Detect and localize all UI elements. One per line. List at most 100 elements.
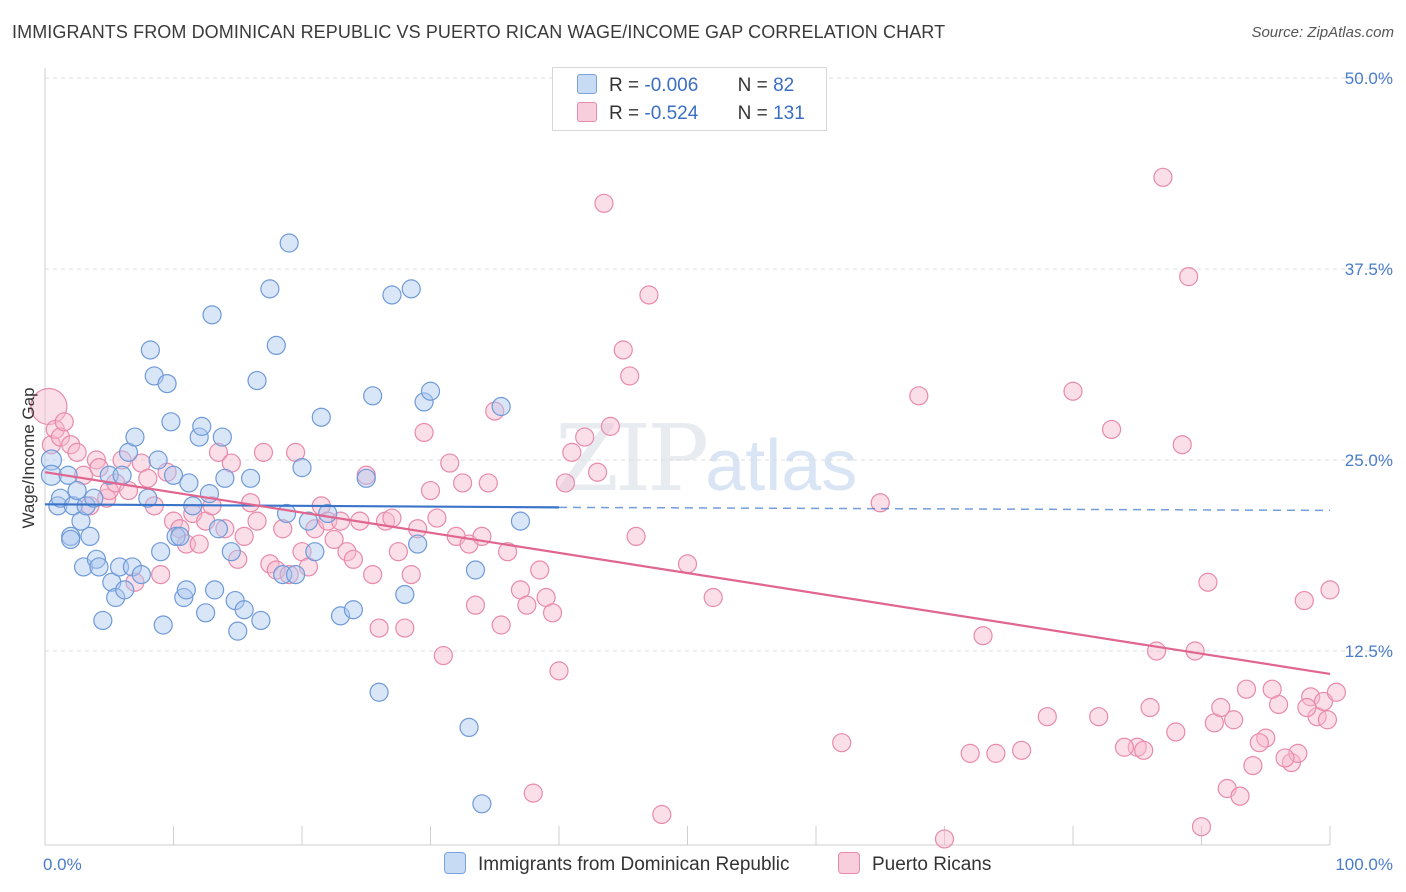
dominican-point [84, 488, 104, 508]
puerto-rican-point [1089, 707, 1109, 727]
puerto-rican-point [1236, 679, 1257, 699]
puerto-rican-point [279, 564, 299, 585]
dominican-point [382, 285, 402, 305]
puerto-rican-point [1179, 267, 1199, 287]
puerto-rican-point [433, 645, 453, 666]
puerto-rican-point [478, 473, 498, 493]
dominican-point [369, 682, 389, 702]
puerto-rican-point [125, 572, 145, 592]
puerto-rican-point [414, 422, 434, 443]
puerto-rican-point [613, 340, 633, 360]
puerto-rican-point [234, 526, 254, 547]
puerto-rican-point [440, 453, 460, 473]
puerto-rican-point [1288, 743, 1308, 763]
puerto-rican-point [594, 193, 614, 213]
puerto-rican-point [1224, 710, 1244, 730]
puerto-rican-point [369, 618, 389, 638]
dominican-points [40, 233, 531, 814]
y-tick-label: 12.5% [1345, 642, 1393, 661]
dominican-point [311, 407, 331, 427]
puerto-rican-point [54, 412, 74, 432]
puerto-rican-point [1249, 733, 1269, 753]
dominican-point [205, 580, 225, 600]
puerto-rican-point [1198, 572, 1218, 592]
legend-swatch-pink [577, 102, 597, 122]
puerto-rican-point [273, 519, 293, 539]
grid [45, 77, 1392, 652]
dominican-point [401, 279, 421, 299]
puerto-rican-point [1166, 722, 1186, 742]
puerto-rican-point [382, 508, 402, 528]
bottom-legend-puerto-ricans: Puerto Ricans [838, 852, 991, 876]
dominican-point [153, 615, 173, 635]
puerto-rican-point [208, 442, 229, 462]
dominican-point [279, 233, 299, 253]
puerto-rican-point [215, 519, 235, 539]
puerto-rican-point [1140, 697, 1160, 718]
dominican-point [61, 529, 81, 550]
dominican-point [163, 465, 184, 485]
puerto-rican-point [1326, 682, 1347, 702]
dominican-point [93, 610, 113, 631]
puerto-rican-point [934, 829, 955, 849]
puerto-rican-point [427, 508, 447, 528]
bottom-legend-swatch-blue [444, 852, 466, 874]
dominican-point [414, 392, 434, 412]
puerto-rican-point [587, 462, 608, 482]
x-tick-label-min: 0.0% [43, 855, 82, 874]
dominican-point [247, 370, 267, 391]
puerto-rican-point [639, 285, 659, 305]
trend-lines [44, 471, 1331, 676]
dominican-point [298, 511, 319, 531]
puerto-rican-point [575, 427, 595, 447]
puerto-rican-point [138, 468, 158, 488]
puerto-rican-point [1211, 697, 1231, 718]
legend-r-value: -0.006 [644, 75, 699, 96]
dominican-point [251, 610, 271, 631]
puerto-rican-point [465, 595, 486, 615]
puerto-rican-point [652, 804, 672, 825]
puerto-rican-point [1297, 697, 1317, 718]
puerto-rican-point [1153, 167, 1173, 187]
dominican-point [208, 519, 229, 539]
bottom-legend-label: Immigrants from Dominican Republic [478, 854, 790, 875]
legend-r-value: -0.524 [644, 103, 699, 124]
legend-n-value: 82 [773, 75, 795, 96]
puerto-rican-point [189, 534, 209, 554]
puerto-rican-point [1301, 687, 1321, 707]
dominican-point [89, 557, 109, 577]
bottom-legend-label: Puerto Ricans [872, 854, 992, 875]
puerto-rican-point [530, 560, 550, 580]
dominican-point [67, 480, 87, 501]
puerto-rican-point [832, 733, 852, 753]
puerto-rican-point [253, 442, 274, 462]
dominican-point [140, 340, 160, 360]
puerto-rican-point [151, 564, 171, 585]
dominican-point [125, 427, 145, 447]
axes [44, 68, 1331, 846]
dominican-point [285, 564, 306, 585]
puerto-rican-point [1191, 817, 1212, 837]
puerto-rican-point [909, 386, 929, 406]
puerto-rican-trend-line [44, 471, 1331, 676]
puerto-rican-point [517, 595, 537, 615]
puerto-rican-point [1262, 679, 1282, 699]
watermark: ZIPatlas [555, 405, 857, 512]
puerto-rican-point [343, 549, 363, 569]
dominican-point [266, 335, 286, 355]
puerto-rican-point [703, 587, 723, 608]
puerto-ricans-points [30, 167, 1347, 849]
dominican-point [459, 717, 479, 738]
puerto-rican-point [89, 458, 109, 478]
y-tick-label: 37.5% [1345, 260, 1393, 279]
legend-r-label: R = [609, 75, 640, 96]
watermark-atlas: atlas [705, 426, 858, 506]
puerto-rican-point [1114, 737, 1135, 757]
puerto-rican-point [388, 542, 408, 562]
puerto-rican-point [677, 554, 698, 574]
puerto-rican-point [337, 542, 357, 562]
dominican-point [343, 600, 363, 620]
puerto-rican-point [1317, 710, 1338, 730]
dominican-point [215, 468, 235, 488]
